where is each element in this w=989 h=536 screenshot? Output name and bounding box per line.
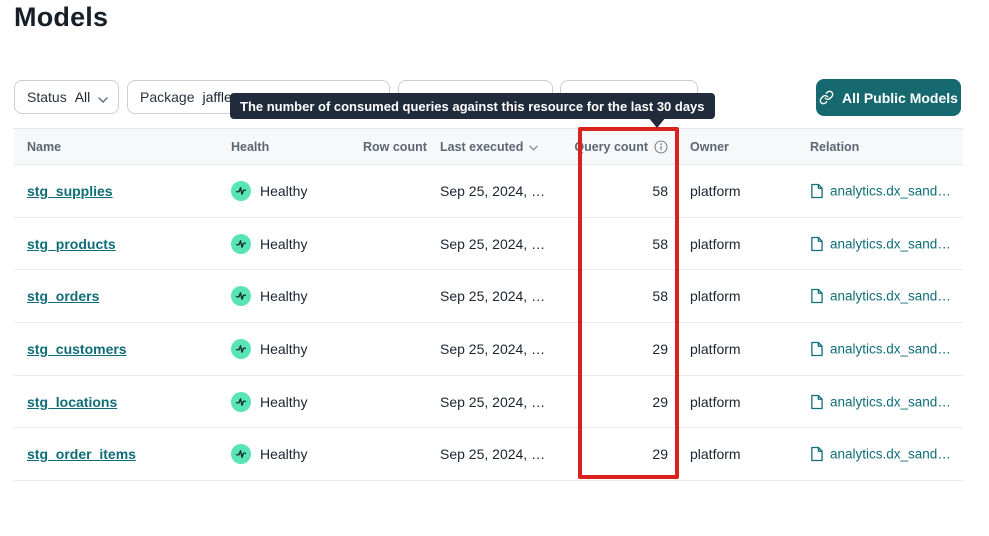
column-header-owner: Owner [690,139,729,154]
relation-link[interactable]: analytics.dx_sand… [810,236,951,251]
last-executed-cell: Sep 25, 2024, … [440,182,546,199]
status-filter-value: All [74,89,91,105]
relation-link[interactable]: analytics.dx_sand… [810,447,951,462]
column-header-name: Name [27,139,62,154]
query-count-cell: 29 [652,446,668,463]
last-executed-cell: Sep 25, 2024, … [440,340,546,357]
health-label: Healthy [260,235,308,252]
info-icon[interactable] [654,140,668,154]
query-count-cell: 29 [652,340,668,357]
last-executed-cell: Sep 25, 2024, … [440,393,546,410]
health-label: Healthy [260,340,308,357]
health-label: Healthy [260,446,308,463]
owner-cell: platform [690,446,741,463]
health-cell: Healthy [231,338,308,359]
model-name-link[interactable]: stg_order_items [27,446,136,463]
all-public-models-label: All Public Models [842,89,958,106]
tooltip-arrow [648,117,666,128]
health-label: Healthy [260,182,308,199]
health-cell: Healthy [231,233,308,254]
page-title: Models [14,2,109,32]
relation-link[interactable]: analytics.dx_sand… [810,394,951,409]
status-filter-dropdown[interactable]: Status All [14,80,119,114]
model-name-link[interactable]: stg_customers [27,340,127,357]
health-label: Healthy [260,288,308,305]
health-label: Healthy [260,393,308,410]
table-row: stg_customers Healthy Sep 25, 2024, … 29… [14,323,963,376]
query-count-cell: 58 [652,182,668,199]
query-count-cell: 58 [652,288,668,305]
table-row: stg_products Healthy Sep 25, 2024, … 58 … [14,217,963,271]
query-count-cell: 29 [652,393,668,410]
column-header-query-count[interactable]: Query count [554,140,668,154]
health-cell: Healthy [231,286,308,307]
table-row: stg_order_items Healthy Sep 25, 2024, … … [14,428,963,482]
query-count-tooltip: The number of consumed queries against t… [230,93,715,119]
relation-link[interactable]: analytics.dx_sand… [810,341,951,356]
link-icon [819,90,834,105]
health-cell: Healthy [231,444,308,465]
owner-cell: platform [690,288,741,305]
models-table: Name Health Row count Last executed Quer… [14,128,963,482]
column-header-row-count: Row count [363,139,427,154]
model-name-link[interactable]: stg_products [27,235,116,252]
column-header-health: Health [231,139,270,154]
last-executed-cell: Sep 25, 2024, … [440,446,546,463]
health-healthy-icon [231,391,251,412]
table-row: stg_locations Healthy Sep 25, 2024, … 29… [14,375,963,429]
document-icon [810,394,823,409]
model-name-link[interactable]: stg_locations [27,393,118,410]
document-icon [810,183,823,198]
chevron-down-icon [98,90,109,106]
sort-chevron-down-icon [529,145,539,151]
all-public-models-button[interactable]: All Public Models [816,79,961,116]
document-icon [810,236,823,251]
column-header-relation: Relation [810,139,860,154]
query-count-cell: 58 [652,235,668,252]
health-healthy-icon [231,180,251,201]
table-row: stg_supplies Healthy Sep 25, 2024, … 58 … [14,165,963,218]
last-executed-cell: Sep 25, 2024, … [440,288,546,305]
owner-cell: platform [690,235,741,252]
model-name-link[interactable]: stg_supplies [27,182,113,199]
document-icon [810,447,823,462]
health-healthy-icon [231,444,251,465]
document-icon [810,341,823,357]
document-icon [810,289,823,304]
package-filter-label: Package [140,89,195,105]
health-healthy-icon [231,286,251,307]
last-executed-cell: Sep 25, 2024, … [440,235,546,252]
relation-link[interactable]: analytics.dx_sand… [810,183,951,198]
health-cell: Healthy [231,391,308,412]
status-filter-label: Status [27,89,67,105]
owner-cell: platform [690,182,741,199]
column-header-last-executed[interactable]: Last executed [440,140,539,154]
health-healthy-icon [231,233,251,254]
health-cell: Healthy [231,180,308,201]
table-header-row: Name Health Row count Last executed Quer… [14,128,963,165]
relation-link[interactable]: analytics.dx_sand… [810,289,951,304]
model-name-link[interactable]: stg_orders [27,288,100,305]
owner-cell: platform [690,393,741,410]
health-healthy-icon [231,338,251,359]
table-row: stg_orders Healthy Sep 25, 2024, … 58 pl… [14,270,963,324]
owner-cell: platform [690,340,741,357]
